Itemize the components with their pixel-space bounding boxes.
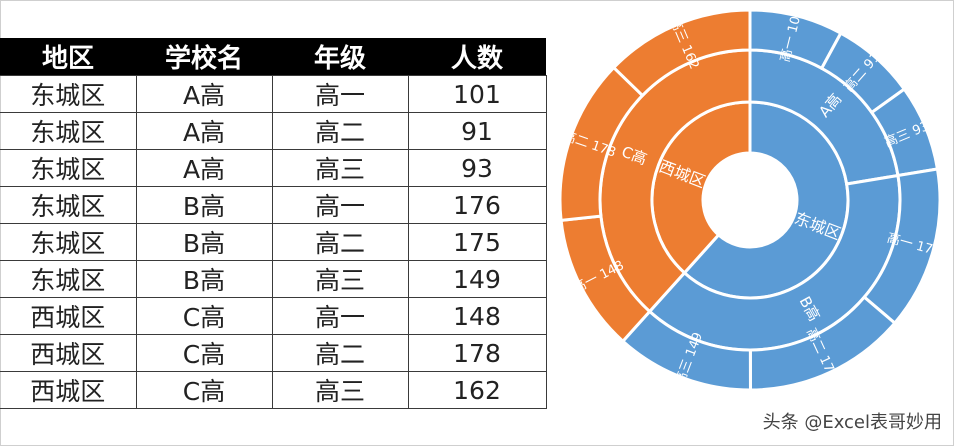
cell-count[interactable]: 162 <box>407 371 547 409</box>
header-region[interactable]: 地区 <box>0 38 136 76</box>
cell-grade[interactable]: 高三 <box>271 149 409 187</box>
cell-school[interactable]: C高 <box>135 297 273 335</box>
header-school[interactable]: 学校名 <box>136 38 272 76</box>
watermark-text: 头条 @Excel表哥妙用 <box>762 412 942 433</box>
sunburst-segment-1-0-2[interactable] <box>611 8 752 98</box>
cell-region[interactable]: 东城区 <box>0 186 137 224</box>
header-grade[interactable]: 年级 <box>272 38 408 76</box>
cell-count[interactable]: 91 <box>407 112 547 150</box>
header-count[interactable]: 人数 <box>408 38 546 76</box>
sunburst-chart-area: 东城区 A高 高一 101 高二 91 高三 93 B高 高一 176 高二 175 高三 14… <box>558 0 954 400</box>
table-row: 东城区 B高 高三 149 <box>0 260 547 298</box>
cell-school[interactable]: C高 <box>135 334 273 372</box>
cell-grade[interactable]: 高一 <box>271 186 409 224</box>
cell-count[interactable]: 176 <box>407 186 547 224</box>
table-row: 东城区 A高 高三 93 <box>0 149 547 187</box>
cell-region[interactable]: 西城区 <box>0 297 137 335</box>
cell-school[interactable]: A高 <box>135 75 273 113</box>
cell-count[interactable]: 148 <box>407 297 547 335</box>
cell-school[interactable]: B高 <box>135 223 273 261</box>
cell-region[interactable]: 东城区 <box>0 149 137 187</box>
cell-school[interactable]: A高 <box>135 149 273 187</box>
cell-region[interactable]: 西城区 <box>0 334 137 372</box>
cell-region[interactable]: 东城区 <box>0 260 137 298</box>
cell-grade[interactable]: 高二 <box>271 223 409 261</box>
cell-region[interactable]: 西城区 <box>0 371 137 409</box>
cell-count[interactable]: 175 <box>407 223 547 261</box>
cell-school[interactable]: A高 <box>135 112 273 150</box>
cell-count[interactable]: 178 <box>407 334 547 372</box>
cell-count[interactable]: 101 <box>407 75 547 113</box>
cell-count[interactable]: 93 <box>407 149 547 187</box>
cell-school[interactable]: B高 <box>135 186 273 224</box>
data-table: 地区 学校名 年级 人数 东城区 A高 高一 101 东城区 A高 高二 91 … <box>0 38 547 409</box>
table-row: 西城区 C高 高一 148 <box>0 297 547 335</box>
cell-school[interactable]: C高 <box>135 371 273 409</box>
cell-grade[interactable]: 高三 <box>271 371 409 409</box>
table-row: 西城区 C高 高三 162 <box>0 371 547 409</box>
cell-school[interactable]: B高 <box>135 260 273 298</box>
cell-region[interactable]: 东城区 <box>0 112 137 150</box>
cell-grade[interactable]: 高一 <box>271 75 409 113</box>
table-row: 西城区 C高 高二 178 <box>0 334 547 372</box>
cell-grade[interactable]: 高三 <box>271 260 409 298</box>
cell-grade[interactable]: 高一 <box>271 297 409 335</box>
cell-count[interactable]: 149 <box>407 260 547 298</box>
table-header-row: 地区 学校名 年级 人数 <box>0 38 546 76</box>
table-row: 东城区 B高 高二 175 <box>0 223 547 261</box>
cell-grade[interactable]: 高二 <box>271 334 409 372</box>
table-row: 东城区 A高 高二 91 <box>0 112 547 150</box>
cell-region[interactable]: 东城区 <box>0 223 137 261</box>
table-row: 东城区 A高 高一 101 <box>0 75 547 113</box>
cell-region[interactable]: 东城区 <box>0 75 137 113</box>
cell-grade[interactable]: 高二 <box>271 112 409 150</box>
table-row: 东城区 B高 高一 176 <box>0 186 547 224</box>
